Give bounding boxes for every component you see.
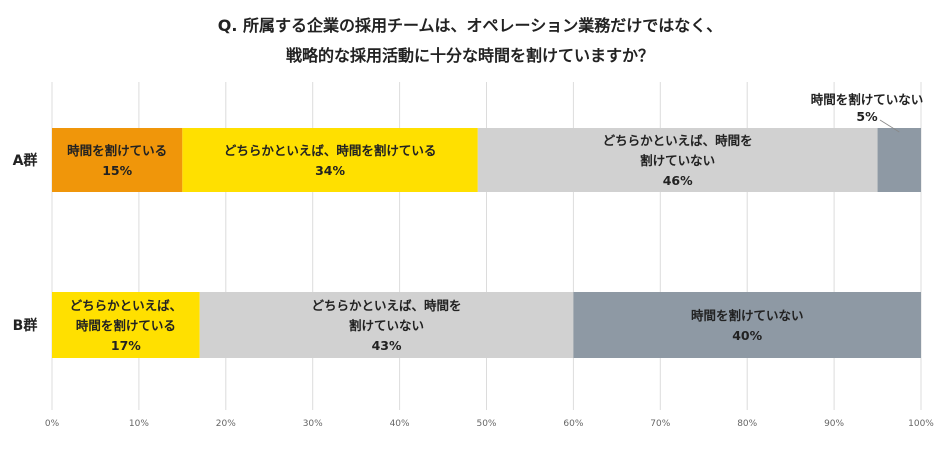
bar-segment: [573, 292, 921, 358]
x-tick-label: 100%: [908, 419, 934, 429]
segment-label: どちらかといえば、: [70, 298, 183, 313]
x-tick-label: 20%: [216, 419, 236, 429]
x-tick-label: 80%: [737, 419, 757, 429]
segment-label: 割けていない: [349, 318, 424, 333]
category-label: B群: [13, 317, 38, 334]
x-tick-label: 0%: [45, 419, 60, 429]
segment-label: 時間を割けている: [76, 318, 176, 333]
category-label: A群: [13, 152, 38, 169]
bar-segment: [199, 292, 574, 358]
segment-value-label: 15%: [102, 163, 132, 178]
segment-label: どちらかといえば、時間を: [603, 133, 753, 148]
segment-label: どちらかといえば、時間を: [312, 298, 462, 313]
x-tick-label: 10%: [129, 419, 149, 429]
segment-label: 時間を割けている: [67, 143, 167, 158]
segment-value-label: 46%: [663, 173, 693, 188]
bar-segment: [52, 292, 200, 358]
x-tick-label: 40%: [390, 419, 410, 429]
bar-segment: [477, 128, 878, 192]
leader-line: [879, 119, 900, 133]
segment-label: どちらかといえば、時間を割けている: [224, 143, 437, 158]
segment-value-label: 5%: [856, 109, 878, 124]
segment-label: 時間を割けていない: [691, 308, 804, 323]
x-tick-label: 60%: [563, 419, 583, 429]
segment-value-label: 17%: [111, 338, 141, 353]
x-tick-label: 50%: [476, 419, 496, 429]
segment-value-label: 34%: [315, 163, 345, 178]
chart-title-line-2: 戦略的な採用活動に十分な時間を割けていますか？: [285, 46, 654, 65]
x-tick-label: 90%: [824, 419, 844, 429]
bar-segment: [877, 128, 921, 192]
segment-value-label: 40%: [732, 328, 762, 343]
segment-label: 割けていない: [640, 153, 715, 168]
bar-segment: [52, 128, 183, 192]
segment-value-label: 43%: [372, 338, 402, 353]
x-tick-label: 30%: [303, 419, 323, 429]
chart-title-line-1: Q. 所属する企業の採用チームは、オペレーション業務だけではなく、: [217, 16, 723, 35]
segment-label: 時間を割けていない: [811, 92, 924, 107]
x-tick-label: 70%: [650, 419, 670, 429]
bar-segment: [182, 128, 478, 192]
